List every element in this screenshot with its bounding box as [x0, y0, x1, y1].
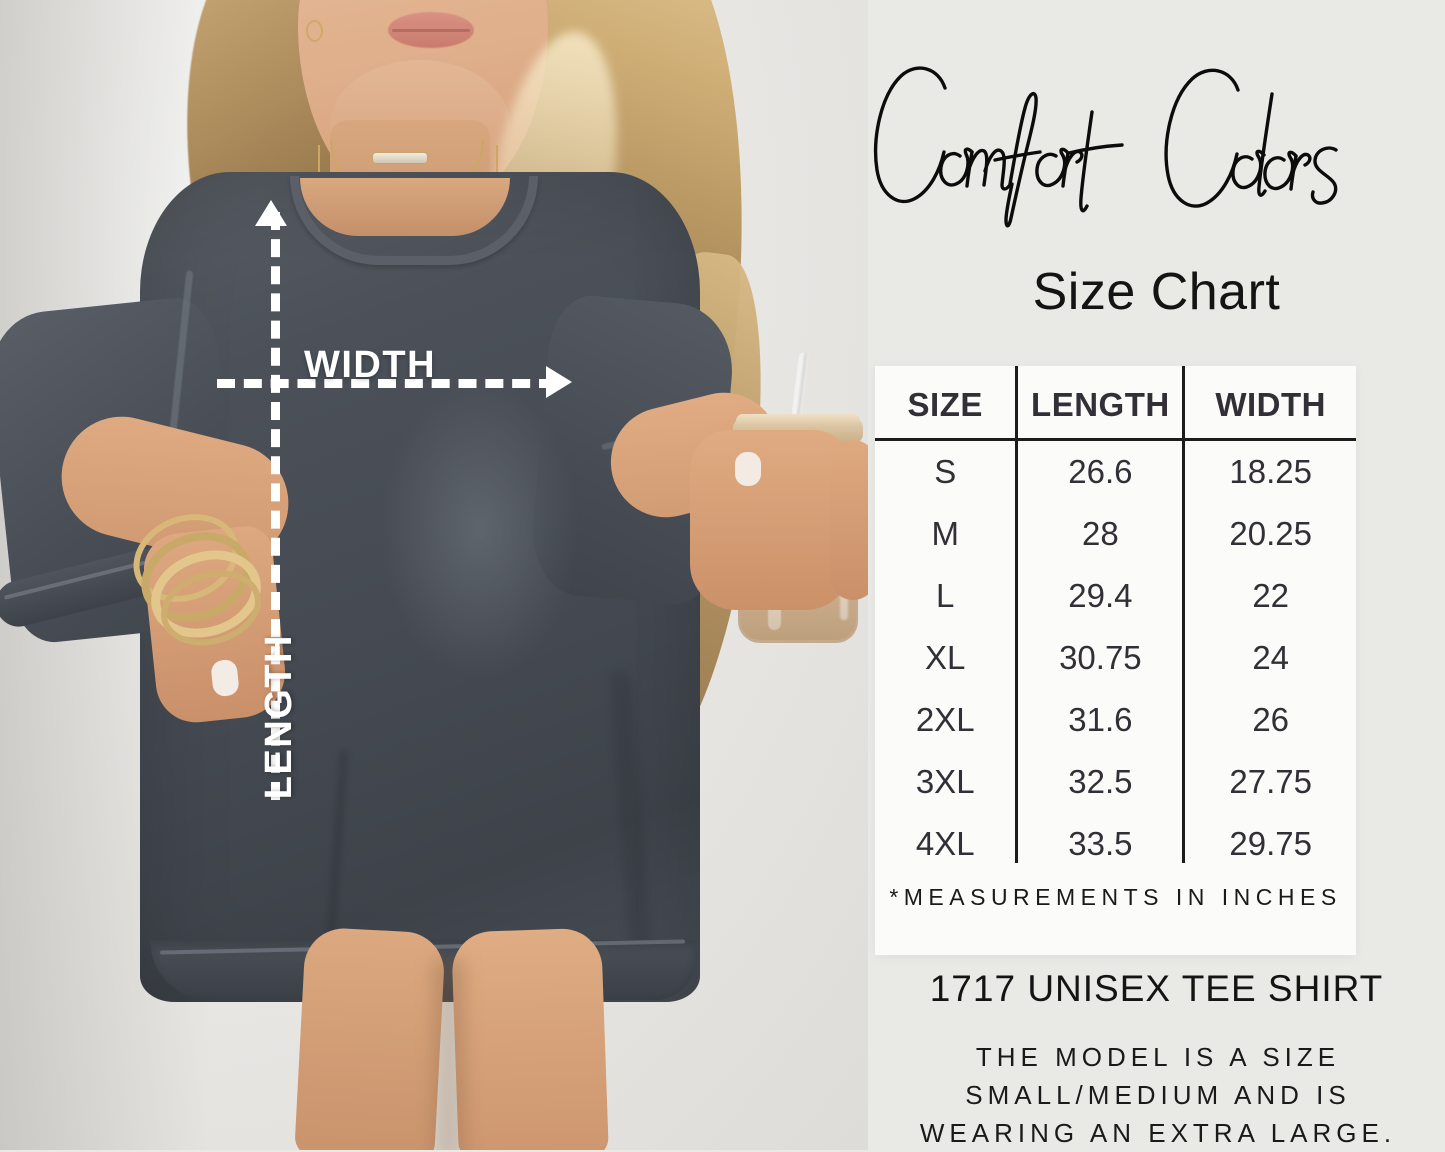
table-row: 2XL 31.6 26 [875, 689, 1356, 751]
cell-length: 26.6 [1015, 439, 1184, 503]
table-divider-terminator [875, 863, 1356, 877]
model-fingers-right [830, 440, 868, 600]
table-row: S 26.6 18.25 [875, 439, 1356, 503]
tee-shirt [0, 150, 738, 1020]
model-note-line-2: SMALL/MEDIUM AND IS [965, 1080, 1351, 1110]
cell-length: 31.6 [1015, 689, 1184, 751]
column-header-width: WIDTH [1182, 366, 1356, 441]
column-header-size: SIZE [875, 366, 1017, 441]
cell-size: L [936, 577, 955, 614]
model-hand-right [690, 430, 850, 610]
cell-width: 20.25 [1182, 503, 1356, 565]
table-row: M 28 20.25 [875, 503, 1356, 565]
cell-size: 2XL [915, 701, 975, 738]
cell-width: 27.75 [1182, 751, 1356, 813]
model-leg-left [294, 926, 446, 1150]
cell-size: 4XL [915, 825, 975, 862]
cell-width: 18.25 [1182, 439, 1356, 503]
model-note: THE MODEL IS A SIZE SMALL/MEDIUM AND IS … [908, 1038, 1408, 1152]
column-header-length: LENGTH [1015, 366, 1184, 441]
comfort-colors-script-icon [873, 66, 1338, 228]
lip-line [392, 29, 470, 32]
model-leg-right [451, 927, 609, 1150]
cell-length: 28 [1015, 503, 1184, 565]
table-row: XL 30.75 24 [875, 627, 1356, 689]
cell-length: 30.75 [1015, 627, 1184, 689]
model-note-line-1: THE MODEL IS A SIZE [975, 1042, 1341, 1072]
size-table: SIZE LENGTH WIDTH S 26.6 18.25 M 28 20.2… [875, 366, 1356, 875]
cell-width: 26 [1182, 689, 1356, 751]
cell-length: 32.5 [1015, 751, 1184, 813]
cell-width: 22 [1182, 565, 1356, 627]
cell-size: XL [925, 639, 966, 676]
table-row: 3XL 32.5 27.75 [875, 751, 1356, 813]
cell-size: S [934, 453, 957, 490]
fingernail [735, 452, 761, 486]
model-note-line-3: WEARING AN EXTRA LARGE. [919, 1118, 1397, 1148]
earring-icon [306, 20, 323, 42]
shirt-highlight [380, 380, 580, 680]
fingernail [210, 658, 240, 698]
cell-size: M [931, 515, 959, 552]
product-title: 1717 UNISEX TEE SHIRT [929, 968, 1384, 1009]
bamboo-lid-top [736, 414, 860, 428]
cell-length: 29.4 [1015, 565, 1184, 627]
cell-width: 24 [1182, 627, 1356, 689]
table-header-row: SIZE LENGTH WIDTH [875, 366, 1356, 441]
model-photo: WIDTH LENGTH [0, 0, 868, 1150]
page-title: Size Chart [1032, 263, 1281, 321]
measurements-footnote: *MEASUREMENTS IN INCHES [889, 884, 1342, 910]
leg-shadow [432, 960, 466, 1150]
info-panel: Size Chart SIZE LENGTH WIDTH S 26.6 18.2… [868, 0, 1445, 1150]
table-row: L 29.4 22 [875, 565, 1356, 627]
brand-logo [788, 52, 1445, 232]
cell-size: 3XL [915, 763, 975, 800]
